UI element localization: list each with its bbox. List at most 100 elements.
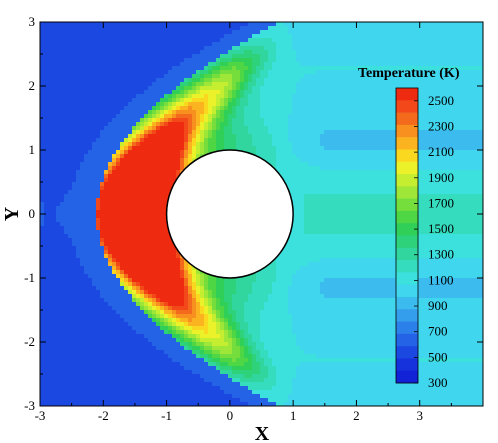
field-cell bbox=[160, 186, 165, 191]
field-cell bbox=[92, 178, 97, 183]
field-cell bbox=[148, 110, 153, 115]
field-cell bbox=[188, 106, 193, 111]
field-cell bbox=[44, 198, 49, 203]
field-cell bbox=[148, 154, 153, 159]
field-cell bbox=[324, 182, 329, 187]
field-cell bbox=[164, 102, 169, 107]
field-cell bbox=[252, 118, 257, 123]
field-cell bbox=[460, 42, 465, 47]
field-cell bbox=[452, 66, 457, 71]
field-cell bbox=[68, 42, 73, 47]
field-cell bbox=[252, 50, 257, 55]
field-cell bbox=[136, 130, 141, 135]
field-cell bbox=[312, 78, 317, 83]
field-cell bbox=[452, 198, 457, 203]
field-cell bbox=[332, 90, 337, 95]
field-cell bbox=[72, 30, 77, 35]
field-cell bbox=[236, 54, 241, 59]
field-cell bbox=[440, 106, 445, 111]
field-cell bbox=[268, 74, 273, 79]
field-cell bbox=[104, 78, 109, 83]
field-cell bbox=[436, 126, 441, 131]
field-cell bbox=[52, 158, 57, 163]
field-cell bbox=[168, 114, 173, 119]
field-cell bbox=[340, 46, 345, 51]
field-cell bbox=[424, 98, 429, 103]
field-cell bbox=[140, 126, 145, 131]
field-cell bbox=[60, 58, 65, 63]
field-cell bbox=[364, 142, 369, 147]
field-cell bbox=[100, 54, 105, 59]
field-cell bbox=[472, 46, 477, 51]
field-cell bbox=[116, 134, 121, 139]
field-cell bbox=[280, 58, 285, 63]
field-cell bbox=[460, 154, 465, 159]
field-cell bbox=[292, 22, 297, 27]
field-cell bbox=[212, 130, 217, 135]
field-cell bbox=[300, 74, 305, 79]
field-cell bbox=[272, 26, 277, 31]
field-cell bbox=[380, 126, 385, 131]
field-cell bbox=[88, 106, 93, 111]
field-cell bbox=[300, 174, 305, 179]
field-cell bbox=[276, 126, 281, 131]
field-cell bbox=[164, 122, 169, 127]
field-cell bbox=[64, 166, 69, 171]
field-cell bbox=[168, 142, 173, 147]
field-cell bbox=[284, 86, 289, 91]
field-cell bbox=[440, 166, 445, 171]
field-cell bbox=[96, 190, 101, 195]
field-cell bbox=[424, 50, 429, 55]
field-cell bbox=[436, 54, 441, 59]
field-cell bbox=[336, 142, 341, 147]
field-cell bbox=[364, 34, 369, 39]
field-cell bbox=[128, 186, 133, 191]
field-cell bbox=[260, 142, 265, 147]
field-cell bbox=[344, 194, 349, 199]
field-cell bbox=[192, 122, 197, 127]
field-cell bbox=[200, 126, 205, 131]
field-cell bbox=[88, 62, 93, 67]
field-cell bbox=[476, 30, 481, 35]
field-cell bbox=[160, 122, 165, 127]
field-cell bbox=[276, 62, 281, 67]
field-cell bbox=[324, 170, 329, 175]
field-cell bbox=[476, 54, 481, 59]
field-cell bbox=[52, 86, 57, 91]
field-cell bbox=[40, 94, 45, 99]
field-cell bbox=[44, 130, 49, 135]
field-cell bbox=[52, 66, 57, 71]
field-cell bbox=[224, 58, 229, 63]
field-cell bbox=[128, 182, 133, 187]
field-cell bbox=[428, 158, 433, 163]
field-cell bbox=[300, 158, 305, 163]
field-cell bbox=[268, 78, 273, 83]
field-cell bbox=[208, 70, 213, 75]
field-cell bbox=[244, 46, 249, 51]
field-cell bbox=[148, 82, 153, 87]
field-cell bbox=[200, 114, 205, 119]
field-cell bbox=[352, 94, 357, 99]
field-cell bbox=[140, 74, 145, 79]
field-cell bbox=[152, 170, 157, 175]
field-cell bbox=[176, 102, 181, 107]
field-cell bbox=[280, 50, 285, 55]
field-cell bbox=[312, 70, 317, 75]
field-cell bbox=[88, 182, 93, 187]
field-cell bbox=[284, 62, 289, 67]
field-cell bbox=[388, 102, 393, 107]
field-cell bbox=[160, 34, 165, 39]
field-cell bbox=[436, 178, 441, 183]
field-cell bbox=[444, 190, 449, 195]
field-cell bbox=[312, 98, 317, 103]
field-cell bbox=[60, 150, 65, 155]
field-cell bbox=[80, 114, 85, 119]
field-cell bbox=[432, 142, 437, 147]
field-cell bbox=[320, 110, 325, 115]
field-cell bbox=[392, 182, 397, 187]
field-cell bbox=[436, 174, 441, 179]
field-cell bbox=[112, 46, 117, 51]
field-cell bbox=[352, 62, 357, 67]
field-cell bbox=[376, 190, 381, 195]
field-cell bbox=[216, 38, 221, 43]
